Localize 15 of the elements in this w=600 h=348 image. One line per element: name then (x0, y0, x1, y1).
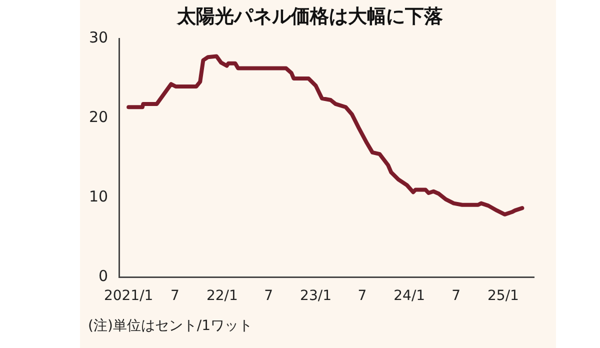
x-tick-label: 7 (264, 288, 274, 304)
y-tick-label: 30 (88, 28, 108, 47)
x-tick-label: 7 (170, 288, 180, 304)
x-tick-label: 24/1 (394, 288, 426, 304)
chart-title: 太陽光パネル価格は大幅に下落 (176, 5, 443, 28)
y-tick-label: 0 (98, 267, 108, 286)
x-tick-label: 25/1 (488, 288, 519, 304)
y-tick-label: 20 (88, 108, 108, 126)
y-tick-label: 10 (88, 188, 108, 206)
x-tick-label: 22/1 (206, 288, 238, 304)
x-tick-label: 7 (452, 288, 461, 304)
x-tick-label: 2021/1 (104, 288, 154, 304)
x-tick-label: 23/1 (300, 288, 332, 304)
x-tick-label: 7 (358, 288, 367, 304)
text: (注)単位はセント/1ワット (88, 318, 253, 334)
